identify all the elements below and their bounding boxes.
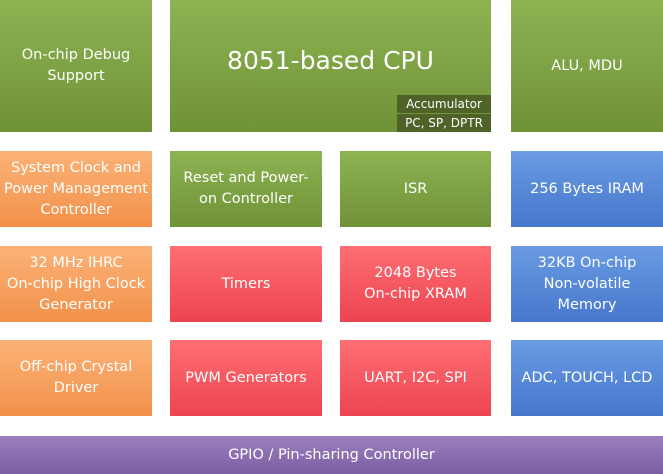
block: Reset and Power- on Controller xyxy=(170,151,322,227)
cpu-register: PC, SP, DPTR xyxy=(397,114,491,132)
block: 32KB On-chip Non-volatile Memory xyxy=(511,246,663,322)
block: 8051-based CPU xyxy=(170,0,491,132)
block: UART, I2C, SPI xyxy=(340,340,491,416)
block: System Clock and Power Management Contro… xyxy=(0,151,152,227)
block: PWM Generators xyxy=(170,340,322,416)
bus-bar: GPIO / Pin-sharing Controller xyxy=(0,436,663,474)
block: 256 Bytes IRAM xyxy=(511,151,663,227)
block: 2048 Bytes On-chip XRAM xyxy=(340,246,491,322)
block: 32 MHz IHRC On-chip High Clock Generator xyxy=(0,246,152,322)
block: On-chip Debug Support xyxy=(0,0,152,132)
block: ISR xyxy=(340,151,491,227)
block: ADC, TOUCH, LCD xyxy=(511,340,663,416)
block: ALU, MDU xyxy=(511,0,663,132)
block: Timers xyxy=(170,246,322,322)
cpu-register: Accumulator xyxy=(397,95,491,113)
block: Off-chip Crystal Driver xyxy=(0,340,152,416)
